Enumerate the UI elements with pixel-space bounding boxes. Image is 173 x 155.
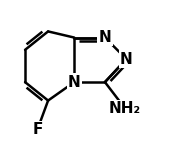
Text: N: N xyxy=(68,75,81,90)
Text: N: N xyxy=(120,52,133,66)
Text: NH₂: NH₂ xyxy=(109,101,141,116)
Text: F: F xyxy=(32,122,43,137)
Text: N: N xyxy=(99,30,111,45)
